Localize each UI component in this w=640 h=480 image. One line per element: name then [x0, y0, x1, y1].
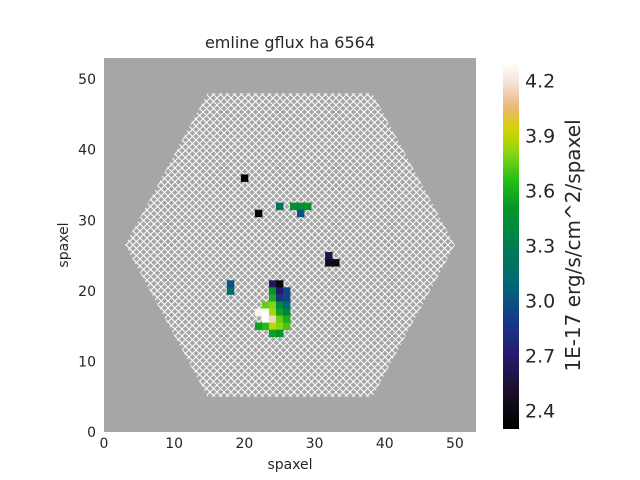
- heatmap-cell: [268, 301, 277, 309]
- heatmap-cell: [261, 301, 270, 309]
- heatmap-cell: [275, 315, 284, 324]
- heatmap-cell: [268, 308, 277, 316]
- heatmap-cell: [275, 280, 284, 288]
- ifu-footprint-hatch: [125, 93, 455, 397]
- heatmap-cell: [275, 202, 284, 211]
- y-tick-label: 50: [78, 72, 96, 88]
- heatmap-cell: [275, 308, 284, 316]
- colorbar-tick-label: 4.2: [525, 70, 555, 92]
- heatmap-cell: [268, 322, 277, 331]
- y-axis: 0 10 20 30 40 50: [78, 72, 96, 441]
- heatmap-cell: [254, 209, 263, 218]
- heatmap-cells: [226, 174, 340, 338]
- colorbar-tick-label: 3.3: [525, 236, 555, 258]
- heatmap-cell: [275, 287, 284, 295]
- colorbar-label: 1E-17 erg/s/cm^2/spaxel: [561, 119, 585, 371]
- heatmap-cell: [290, 202, 298, 211]
- heatmap-cell: [268, 329, 277, 338]
- y-tick-label: 10: [78, 354, 96, 370]
- x-tick-label: 20: [235, 436, 253, 452]
- y-axis-label: spaxel: [56, 222, 72, 267]
- heatmap-cell: [282, 322, 291, 331]
- heatmap-cell: [297, 209, 305, 218]
- heatmap-cell: [268, 280, 277, 288]
- colorbar-gradient: [503, 62, 519, 429]
- colorbar-ticks: 2.4 2.7 3.0 3.3 3.6 3.9 4.2: [525, 70, 555, 422]
- x-axis: 0 10 20 30 40 50: [100, 436, 464, 452]
- x-tick-label: 10: [165, 436, 183, 452]
- y-tick-label: 30: [78, 213, 96, 229]
- heatmap-cell: [275, 322, 284, 331]
- heatmap-cell: [282, 294, 291, 302]
- heatmap-cell: [282, 308, 291, 316]
- heatmap-cell: [304, 202, 312, 211]
- heatmap-cell: [325, 252, 333, 260]
- heatmap-cell: [275, 294, 284, 302]
- heatmap-cell: [268, 287, 277, 295]
- heatmap-cell: [282, 287, 291, 295]
- heatmap-cell: [275, 329, 284, 338]
- heatmap-cell: [268, 294, 277, 302]
- heatmap-cell: [275, 301, 284, 309]
- heatmap-cell: [297, 202, 305, 211]
- x-tick-label: 0: [100, 436, 109, 452]
- heatmap-cell: [325, 259, 333, 267]
- x-tick-label: 50: [446, 436, 464, 452]
- heatmap-cell: [226, 280, 235, 288]
- x-tick-label: 40: [376, 436, 394, 452]
- colorbar-tick-label: 3.6: [525, 180, 555, 202]
- heatmap-cell: [254, 308, 263, 316]
- x-axis-label: spaxel: [267, 457, 312, 473]
- y-tick-label: 20: [78, 284, 96, 300]
- heatmap-cell: [261, 308, 270, 316]
- heatmap-cell: [332, 259, 340, 267]
- plot-area: [104, 58, 476, 432]
- heatmap-cell: [226, 287, 235, 295]
- colorbar: 2.4 2.7 3.0 3.3 3.6 3.9 4.2 1E-17 erg/s/cm^2/s…: [503, 62, 585, 429]
- heatmap-cell: [268, 315, 277, 324]
- heatmap-cell: [261, 322, 270, 331]
- x-tick-label: 30: [306, 436, 324, 452]
- heatmap-cell: [282, 301, 291, 309]
- heatmap-cell: [261, 315, 270, 324]
- colorbar-tick-label: 3.0: [525, 291, 555, 313]
- chart-title: emline gflux ha 6564: [205, 33, 375, 52]
- colorbar-tick-label: 2.7: [525, 346, 555, 368]
- colorbar-tick-label: 3.9: [525, 125, 555, 147]
- y-tick-label: 40: [78, 143, 96, 159]
- heatmap-cell: [254, 322, 263, 331]
- heatmap-cell: [240, 174, 249, 182]
- heatmap-cell: [282, 315, 291, 324]
- colorbar-tick-label: 2.4: [525, 401, 555, 423]
- y-tick-label: 0: [87, 425, 96, 441]
